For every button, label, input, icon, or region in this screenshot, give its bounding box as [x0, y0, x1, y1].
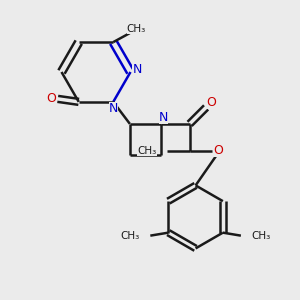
Text: CH₃: CH₃: [251, 231, 271, 241]
Text: O: O: [46, 92, 56, 105]
Text: N: N: [109, 102, 118, 115]
Text: CH₃: CH₃: [121, 231, 140, 241]
Text: O: O: [213, 144, 223, 158]
Text: N: N: [132, 63, 142, 76]
Text: CH₃: CH₃: [137, 146, 157, 156]
Text: CH₃: CH₃: [127, 24, 146, 34]
Text: O: O: [207, 96, 216, 110]
Text: N: N: [159, 111, 168, 124]
